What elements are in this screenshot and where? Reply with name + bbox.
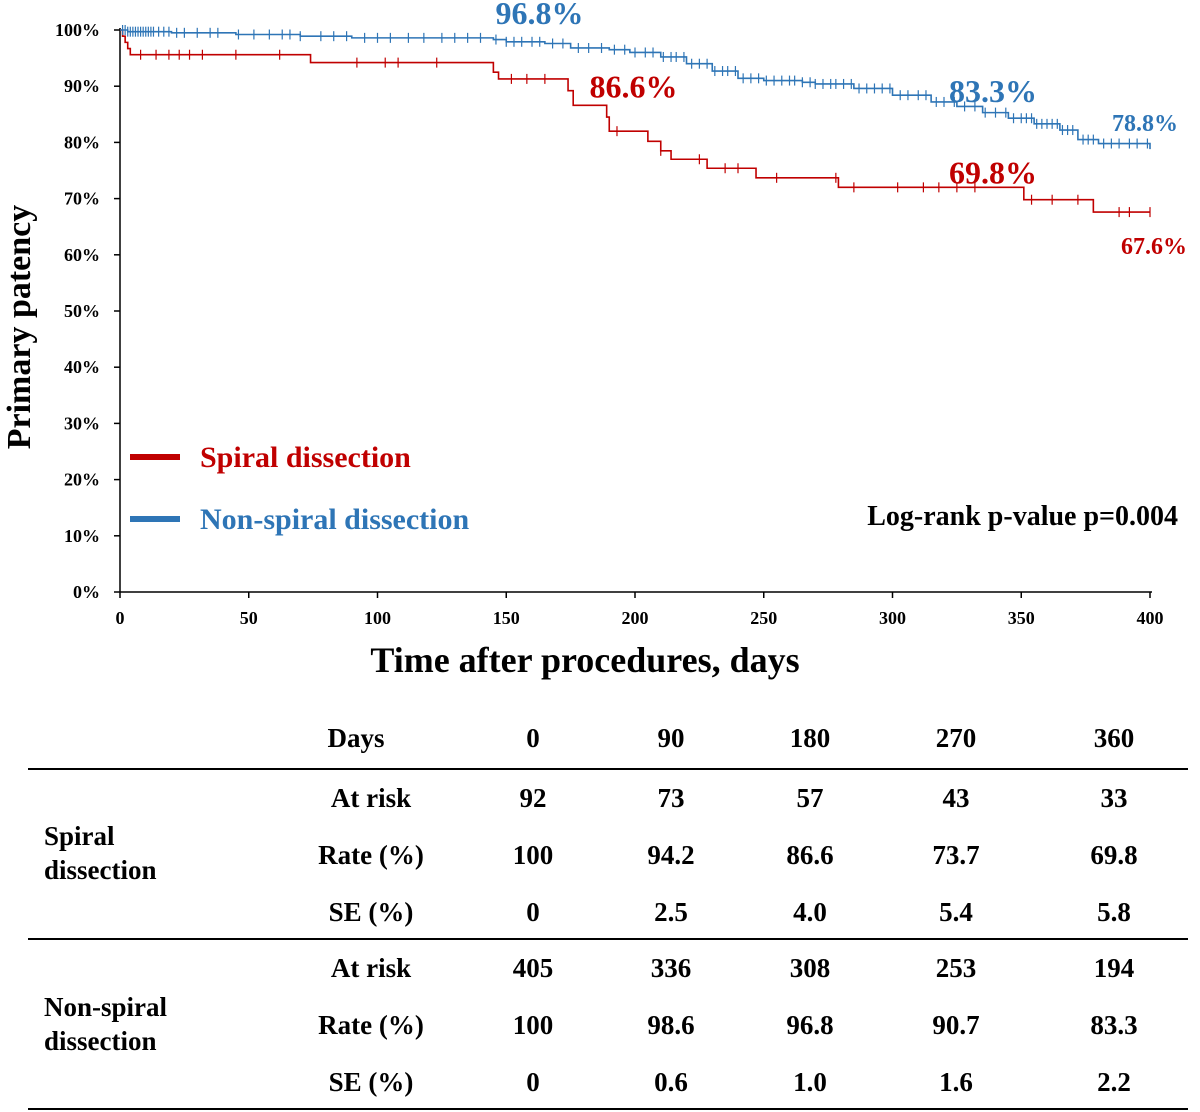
row-label: SE (%) (328, 897, 414, 927)
table-cell: 2.5 (654, 897, 688, 927)
table-cell: 86.6 (786, 840, 834, 870)
y-tick-label: 100% (55, 20, 100, 40)
table-cell: 57 (796, 783, 824, 813)
header-day-360: 360 (1093, 723, 1135, 753)
table-cell: 2.2 (1097, 1067, 1131, 1097)
x-tick-label: 0 (116, 608, 125, 628)
table-cell: 83.3 (1090, 1010, 1138, 1040)
table-cell: 308 (789, 953, 831, 983)
table-cell: 194 (1093, 953, 1135, 983)
y-tick-label: 20% (64, 470, 100, 490)
chart-curves (120, 25, 1151, 218)
table-cell: 98.6 (647, 1010, 695, 1040)
table-cell: 405 (512, 953, 554, 983)
y-axis-title: Primary patency (1, 205, 38, 450)
y-tick-label: 10% (64, 526, 100, 546)
table-cell: 1.0 (793, 1067, 827, 1097)
data-label: 67.6% (1121, 234, 1187, 260)
table-row: SE (%) 0 0.6 1.0 1.6 2.2 (28, 1054, 1188, 1110)
group-non-spiral-line2: dissection (44, 1026, 157, 1056)
table-row: At risk 405 336 308 253 194 (28, 940, 1188, 996)
table-cell: 100 (512, 1010, 554, 1040)
table-cell: 253 (935, 953, 977, 983)
header-day-180: 180 (789, 723, 831, 753)
table-cell: 0.6 (654, 1067, 688, 1097)
header-days-label: Days (327, 723, 385, 753)
chart-annotations: 86.6% 69.8% 67.6% Spiral dissection 96.8% 83.… (130, 0, 1187, 536)
table-cell: 94.2 (647, 840, 695, 870)
row-label: Rate (%) (318, 840, 424, 870)
table-cell: 0 (526, 897, 540, 927)
table-cell: 92 (519, 783, 547, 813)
log-rank-annotation: Log-rank p-value p=0.004 (867, 501, 1178, 532)
group-spiral-line1: Spiral (44, 821, 115, 851)
table-cell: 90.7 (932, 1010, 980, 1040)
y-tick-label: 70% (64, 189, 100, 209)
x-tick-label: 50 (240, 608, 258, 628)
y-tick-label: 0% (73, 582, 100, 602)
table-cell: 5.4 (939, 897, 973, 927)
series-line-spiral (120, 29, 1150, 213)
y-tick-label: 90% (64, 76, 100, 96)
table-cell: 33 (1100, 783, 1128, 813)
table-cell: 5.8 (1097, 897, 1131, 927)
x-tick-label: 250 (750, 608, 777, 628)
data-label: 78.8% (1112, 111, 1178, 137)
group-label-non-spiral: Non-spiral dissection (44, 990, 167, 1058)
group-spiral-line2: dissection (44, 855, 157, 885)
table-rule-middle (28, 938, 1188, 940)
data-label: 96.8% (496, 0, 584, 31)
legend-label: Non-spiral dissection (200, 503, 470, 536)
row-label: At risk (330, 953, 412, 983)
table-rule-top (28, 768, 1188, 770)
row-label: At risk (330, 783, 412, 813)
table-cell: 1.6 (939, 1067, 973, 1097)
legend-label: Spiral dissection (200, 441, 411, 474)
series-line-non-spiral (120, 29, 1151, 150)
group-non-spiral-line1: Non-spiral (44, 992, 168, 1022)
y-tick-label: 60% (64, 245, 100, 265)
data-label: 86.6% (590, 68, 678, 104)
table-cell: 43 (942, 783, 970, 813)
x-tick-label: 300 (879, 608, 906, 628)
table-cell: 4.0 (793, 897, 827, 927)
table-rule-bottom (28, 1108, 1188, 1110)
table-cell: 73.7 (932, 840, 980, 870)
kaplan-meier-chart: 0% 10% 20% 30% 40% 50% 60% 70% 80% 90% 100% 0 50 100 1… (1, 0, 1187, 680)
table-row: SE (%) 0 2.5 4.0 5.4 5.8 (28, 884, 1188, 940)
x-tick-label: 150 (493, 608, 520, 628)
header-day-0: 0 (526, 723, 540, 753)
y-tick-label: 80% (64, 132, 100, 152)
x-tick-label: 350 (1008, 608, 1035, 628)
table-row: Rate (%) 100 94.2 86.6 73.7 69.8 (28, 827, 1188, 883)
x-axis-title: Time after procedures, days (370, 640, 799, 680)
row-label: Rate (%) (318, 1010, 424, 1040)
group-label-spiral: Spiral dissection (44, 819, 157, 887)
x-tick-label: 200 (622, 608, 649, 628)
header-day-270: 270 (935, 723, 977, 753)
row-label: SE (%) (328, 1067, 414, 1097)
chart-axes: 0% 10% 20% 30% 40% 50% 60% 70% 80% 90% 100% 0 50 100 1… (1, 20, 1164, 680)
table-cell: 96.8 (786, 1010, 834, 1040)
table-row: Rate (%) 100 98.6 96.8 90.7 83.3 (28, 997, 1188, 1053)
y-tick-label: 30% (64, 413, 100, 433)
data-label: 83.3% (949, 73, 1037, 109)
table-cell: 336 (650, 953, 692, 983)
header-day-90: 90 (657, 723, 685, 753)
y-tick-label: 50% (64, 301, 100, 321)
x-tick-label: 400 (1137, 608, 1164, 628)
table-cell: 73 (657, 783, 685, 813)
table-cell: 100 (512, 840, 554, 870)
x-tick-label: 100 (364, 608, 391, 628)
table-cell: 0 (526, 1067, 540, 1097)
data-label: 69.8% (949, 155, 1037, 191)
risk-table-header: Days 0 90 180 270 360 (28, 710, 1188, 766)
y-tick-label: 40% (64, 357, 100, 377)
table-cell: 69.8 (1090, 840, 1138, 870)
table-row: At risk 92 73 57 43 33 (28, 770, 1188, 826)
